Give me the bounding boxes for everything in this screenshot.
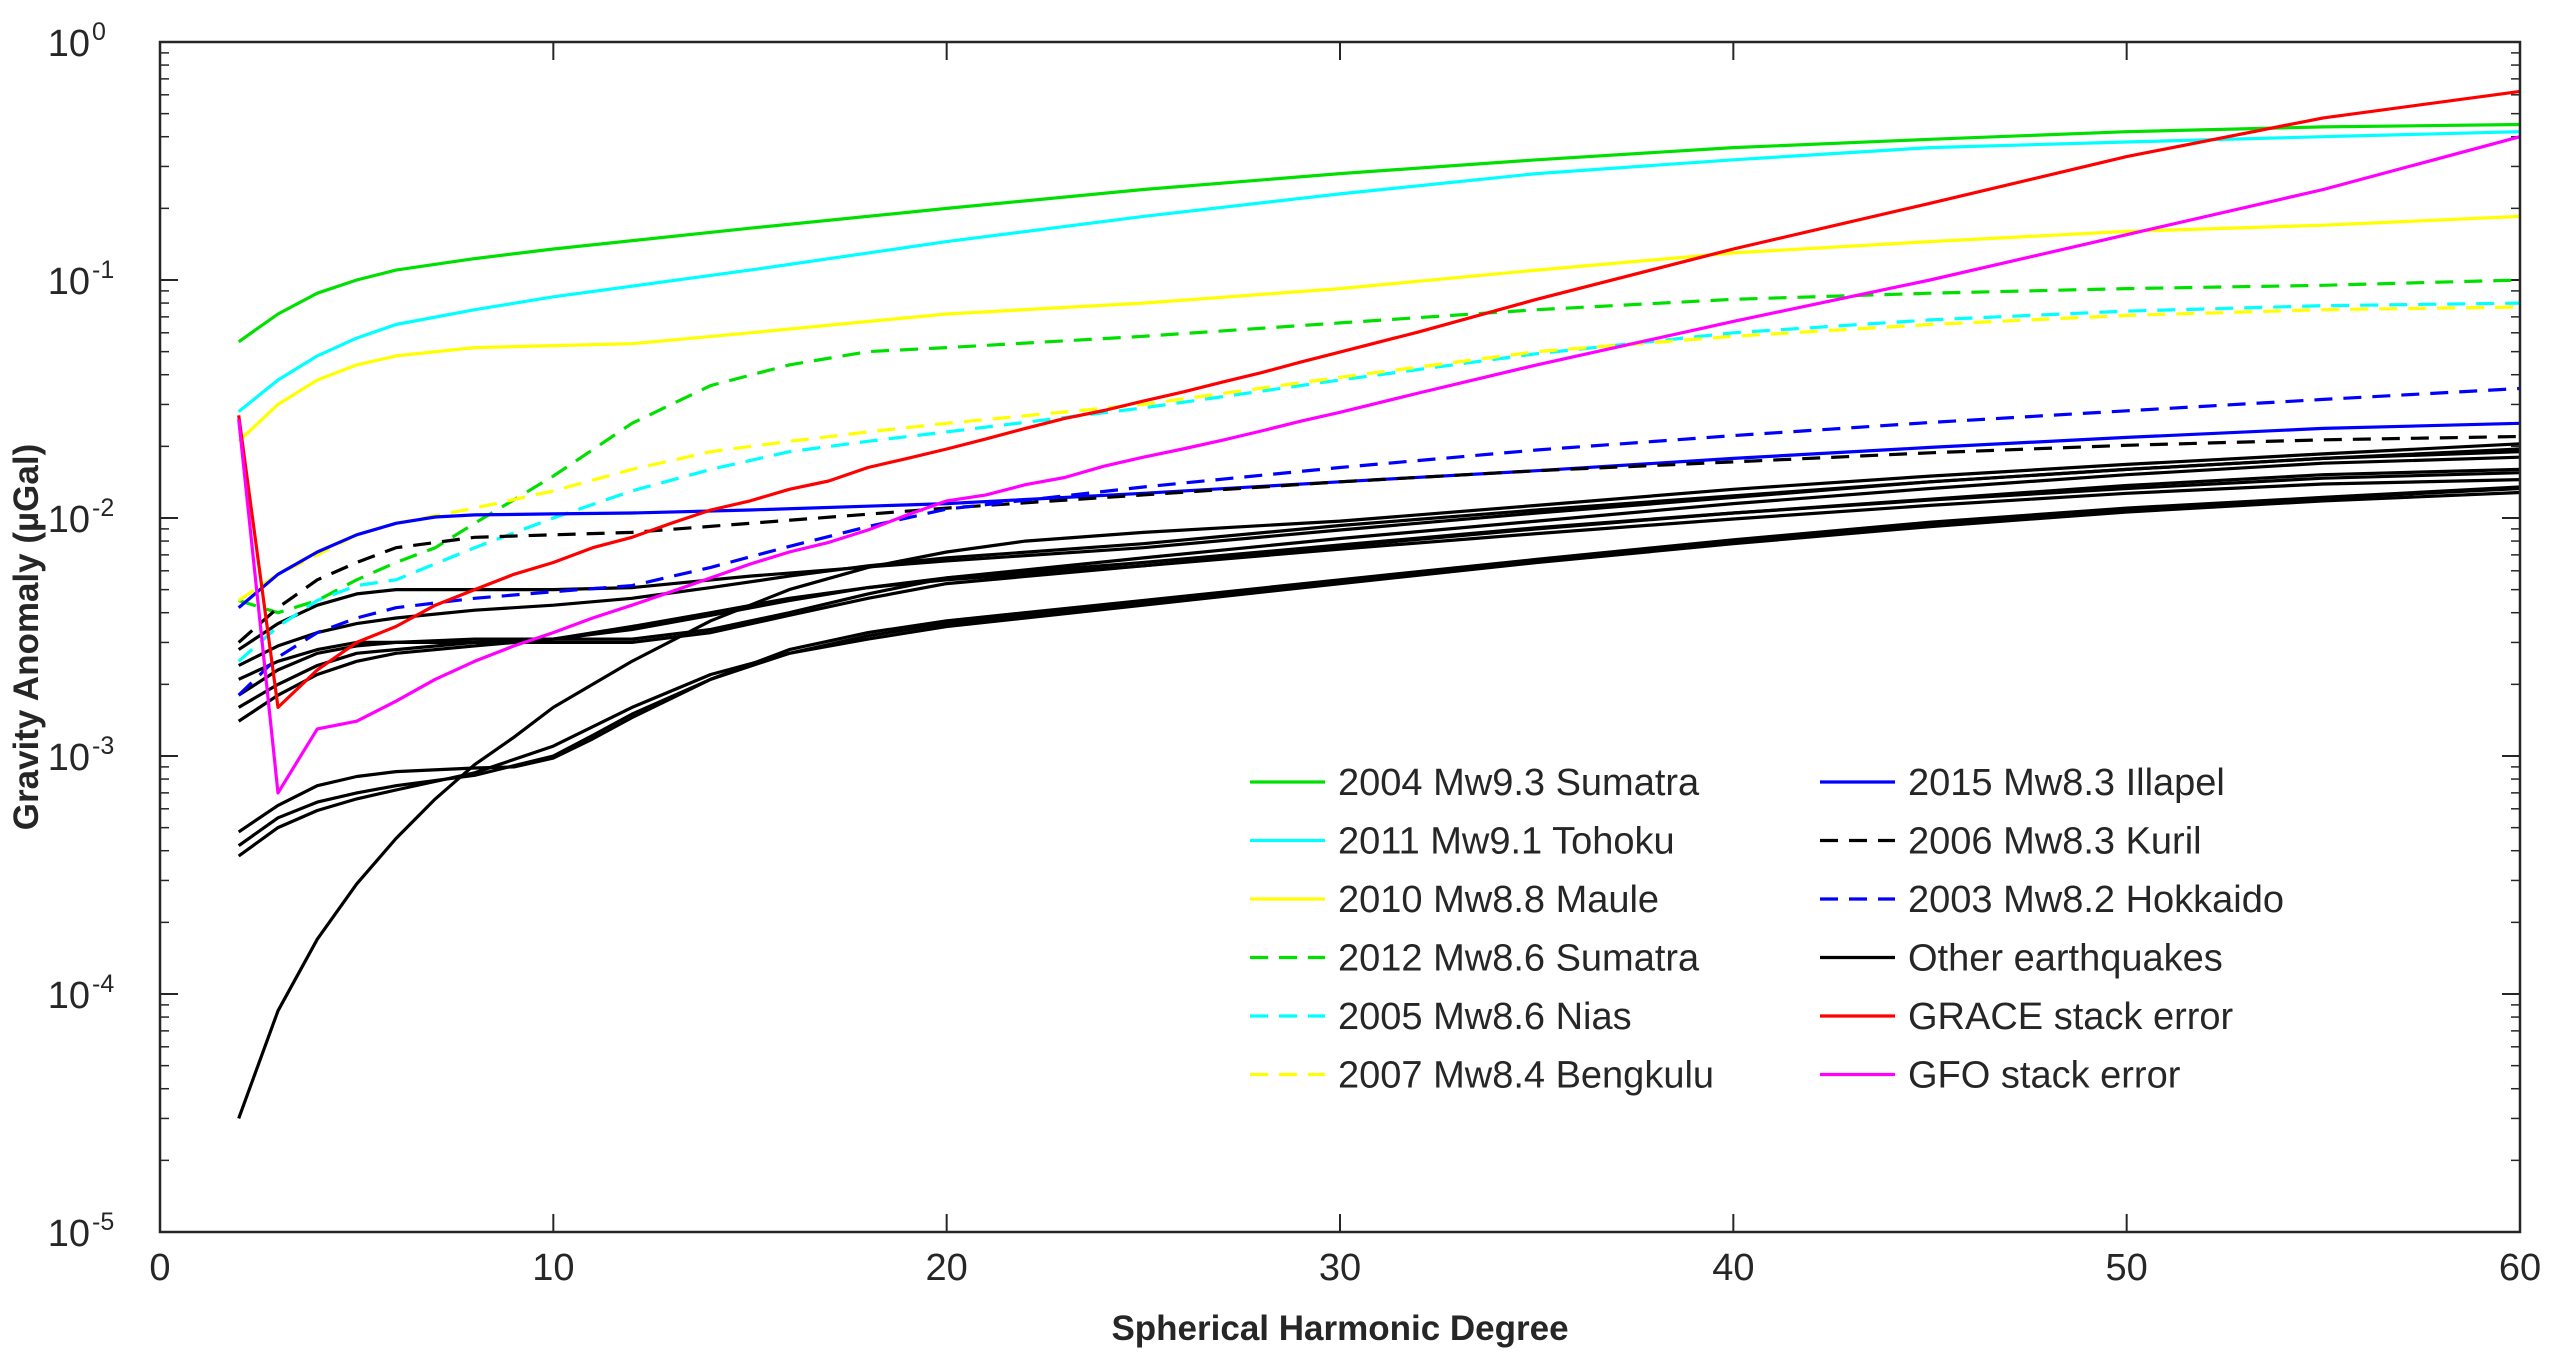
y-tick-base: 10 (48, 499, 90, 541)
legend: 2004 Mw9.3 Sumatra 2011 Mw9.1 Tohoku 2010 … (1250, 762, 2284, 1097)
y-tick-label: 10 (48, 1213, 90, 1255)
series-layer (237, 89, 2521, 1119)
series-line-other-earthquakes (238, 455, 2521, 681)
series-line-other-earthquakes (237, 447, 2521, 667)
series-line-2015-mw8-3-illapel (237, 421, 2521, 609)
x-tick-label: 30 (1319, 1247, 1361, 1289)
legend-label: Other earthquakes (1908, 938, 2223, 980)
legend-label: 2011 Mw9.1 Tohoku (1338, 821, 1675, 863)
series-line-2004-mw9-3-sumatra (237, 122, 2521, 344)
legend-label: GRACE stack error (1908, 996, 2234, 1038)
x-tick-label: 50 (2106, 1247, 2148, 1289)
series-line-other-earthquakes (237, 442, 2521, 1119)
x-tick-label: 60 (2499, 1247, 2541, 1289)
series-line-2011-mw9-1-tohoku (237, 130, 2521, 413)
legend-label: 2012 Mw8.6 Sumatra (1338, 938, 1700, 980)
y-tick-label: 10 (48, 737, 90, 779)
y-tick-exponent: -2 (92, 494, 114, 522)
series-line-2007-mw8-4-bengkulu (237, 305, 2521, 602)
x-tick-label: 40 (1712, 1247, 1754, 1289)
y-tick-base: 10 (48, 975, 90, 1017)
series-line-2010-mw8-8-maule (237, 214, 2521, 443)
legend-label: 2004 Mw9.3 Sumatra (1338, 762, 1700, 804)
legend-label: 2003 Mw8.2 Hokkaido (1908, 879, 2284, 921)
legend-label: 2010 Mw8.8 Maule (1338, 879, 1659, 921)
y-tick-base: 10 (48, 23, 90, 65)
series-line-grace-stack-error (237, 89, 2521, 709)
series-line-gfo-stack-error (237, 135, 2521, 795)
y-tick-exponent: -3 (92, 732, 114, 760)
y-tick-label: 10 (48, 499, 90, 541)
legend-label: 2006 Mw8.3 Kuril (1908, 821, 2202, 863)
y-tick-exponent: 0 (92, 18, 106, 46)
series-line-other-earthquakes (237, 478, 2521, 723)
series-line-2006-mw8-3-kuril (237, 434, 2521, 644)
x-axis-title: Spherical Harmonic Degree (1111, 1309, 1568, 1348)
y-tick-base: 10 (48, 737, 90, 779)
y-tick-exponent: -1 (92, 256, 114, 284)
y-tick-label: 10 (48, 975, 90, 1017)
plot-frame (158, 40, 2522, 1234)
legend-label: GFO stack error (1908, 1055, 2181, 1097)
legend-label: 2005 Mw8.6 Nias (1338, 996, 1632, 1038)
x-tick-label: 10 (532, 1247, 574, 1289)
series-line-2003-mw8-2-hokkaido (237, 386, 2521, 697)
y-axis-title: Gravity Anomaly (µGal) (7, 444, 46, 830)
y-tick-base: 10 (48, 1213, 90, 1255)
y-tick-exponent: -5 (92, 1208, 114, 1236)
y-tick-base: 10 (48, 261, 90, 303)
x-tick-label: 20 (926, 1247, 968, 1289)
x-tick-label: 0 (149, 1247, 170, 1289)
y-tick-label: 10 (48, 23, 90, 65)
legend-label: 2007 Mw8.4 Bengkulu (1338, 1055, 1714, 1097)
y-tick-label: 10 (48, 261, 90, 303)
series-line-other-earthquakes (237, 490, 2521, 858)
series-line-2005-mw8-6-nias (237, 301, 2521, 663)
y-tick-exponent: -4 (92, 970, 114, 998)
legend-label: 2015 Mw8.3 Illapel (1908, 762, 2225, 804)
